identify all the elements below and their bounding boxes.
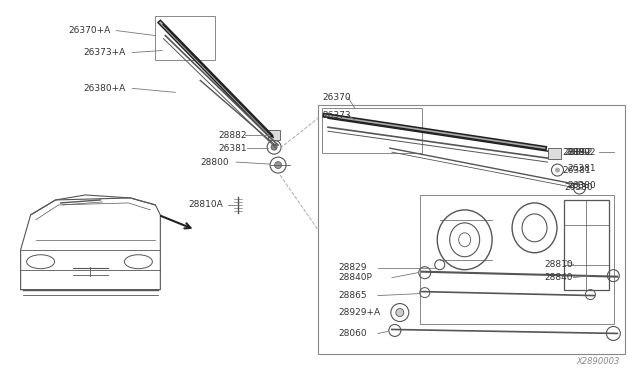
Bar (318, 105, 625, 355)
Text: 28882: 28882 (218, 131, 247, 140)
Bar (322, 108, 422, 153)
Text: 28060: 28060 (338, 329, 367, 338)
Text: X2890003: X2890003 (576, 357, 620, 366)
Text: 28800: 28800 (200, 158, 229, 167)
Text: 26380: 26380 (564, 183, 593, 192)
Bar (268, 130, 280, 140)
Text: 26370: 26370 (322, 93, 351, 102)
Text: 26381: 26381 (218, 144, 247, 153)
Text: 28865: 28865 (338, 291, 367, 300)
Text: 28929+A: 28929+A (338, 308, 380, 317)
Text: 28892: 28892 (563, 148, 591, 157)
Text: 26381: 26381 (568, 164, 596, 173)
Text: 28840P: 28840P (338, 273, 372, 282)
Text: 26381: 26381 (563, 166, 591, 174)
Text: 28829: 28829 (338, 263, 367, 272)
Text: 28810A: 28810A (188, 201, 223, 209)
Bar (156, 16, 215, 61)
Text: 28892: 28892 (564, 148, 593, 157)
Circle shape (271, 144, 277, 150)
Bar (420, 195, 614, 324)
Text: 28840: 28840 (545, 273, 573, 282)
Text: 26380: 26380 (568, 180, 596, 189)
Bar (564, 200, 609, 290)
Bar (547, 148, 561, 159)
Circle shape (275, 161, 282, 169)
Text: 28810: 28810 (545, 260, 573, 269)
Text: 26373: 26373 (322, 111, 351, 120)
Text: 26380+A: 26380+A (83, 84, 126, 93)
Text: 26373+A: 26373+A (83, 48, 126, 57)
Text: 26370+A: 26370+A (68, 26, 111, 35)
Circle shape (555, 167, 560, 173)
Text: 28892: 28892 (568, 148, 596, 157)
Circle shape (396, 308, 404, 317)
